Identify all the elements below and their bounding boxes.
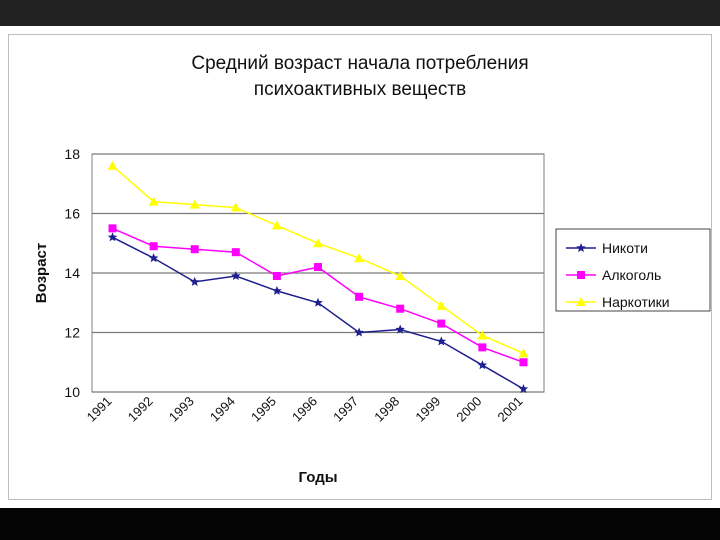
- legend-marker: [577, 271, 585, 279]
- chart-title-line-2: психоактивных веществ: [253, 79, 467, 100]
- data-point-1: [436, 336, 446, 346]
- data-point-1: [148, 253, 159, 263]
- x-tick-label: 1998: [371, 394, 402, 425]
- data-point-2: [272, 271, 281, 280]
- x-tick-labels: 1991 1992 1993 1994 1995 1996 1997 1998 1999 2000…: [84, 394, 526, 425]
- data-point-2: [478, 343, 487, 352]
- chart-title-line-1: Средний возраст начала потребления: [191, 53, 529, 74]
- legend-marker: [576, 297, 586, 306]
- data-point-3: [189, 199, 200, 209]
- data-point-1: [395, 324, 405, 334]
- data-point-1: [518, 384, 529, 394]
- legend-item-1: Никоти: [566, 240, 648, 256]
- y-tick-label: 18: [64, 146, 80, 162]
- legend-item-3: Наркотики: [566, 294, 670, 310]
- data-point-1: [190, 276, 200, 286]
- data-point-1: [354, 327, 364, 337]
- data-point-2: [437, 319, 446, 328]
- data-point-3: [271, 220, 282, 230]
- y-tick-label: 12: [64, 325, 80, 341]
- data-point-2: [355, 292, 364, 301]
- data-point-1: [231, 271, 241, 280]
- data-point-3: [354, 253, 365, 263]
- series-1: [107, 232, 529, 394]
- legend-label: Никоти: [602, 240, 648, 256]
- legend-box: [555, 228, 711, 312]
- data-point-3: [395, 270, 406, 280]
- x-axis-label: Годы: [298, 469, 337, 486]
- x-tick-label: 1995: [248, 394, 279, 425]
- x-tick-label: 2000: [453, 394, 484, 425]
- data-point-1: [107, 232, 118, 242]
- data-point-1: [313, 297, 323, 307]
- data-point-3: [436, 300, 447, 310]
- data-point-2: [519, 358, 528, 367]
- bottom-dark-bar: [0, 508, 720, 540]
- x-tick-label: 1993: [166, 394, 197, 425]
- data-point-2: [108, 224, 117, 233]
- y-axis-label: Возраст: [33, 243, 50, 303]
- y-tick-label: 10: [64, 384, 80, 400]
- chart-frame: [8, 34, 712, 500]
- data-point-3: [230, 202, 241, 212]
- chart-title: Средний возраст начала потребления психо…: [0, 51, 720, 103]
- series-2: [108, 224, 528, 367]
- data-point-3: [477, 330, 488, 340]
- data-point-2: [314, 263, 322, 272]
- x-tick-label: 1991: [84, 394, 115, 425]
- x-tick-label: 1997: [330, 394, 361, 425]
- series-3: [107, 160, 529, 358]
- data-point-3: [107, 160, 118, 170]
- x-tick-label: 1999: [412, 394, 443, 425]
- y-tick-label: 16: [64, 206, 80, 222]
- legend-label: Алкоголь: [602, 267, 661, 283]
- legend: Никоти Алкоголь Наркотики: [555, 228, 711, 312]
- series-group: [107, 160, 529, 394]
- data-point-2: [396, 304, 405, 313]
- data-point-2: [149, 242, 158, 251]
- grid-lines: [92, 153, 544, 393]
- legend-label: Наркотики: [602, 294, 670, 310]
- top-dark-bar: [0, 0, 720, 26]
- x-tick-label: 1994: [207, 394, 238, 425]
- x-tick-label: 2001: [495, 394, 526, 425]
- y-tick-label: 14: [64, 265, 80, 281]
- data-point-3: [313, 238, 323, 248]
- data-point-2: [231, 248, 240, 257]
- legend-item-2: Алкоголь: [566, 267, 661, 283]
- data-point-1: [477, 360, 488, 370]
- data-point-3: [148, 196, 159, 206]
- x-tick-label: 1996: [289, 394, 320, 425]
- x-tick-label: 1992: [125, 394, 156, 425]
- data-point-3: [518, 348, 529, 358]
- data-point-1: [272, 285, 282, 295]
- y-tick-labels: 10 12 14 16 18: [64, 146, 80, 400]
- legend-marker: [576, 243, 586, 252]
- data-point-2: [190, 245, 199, 254]
